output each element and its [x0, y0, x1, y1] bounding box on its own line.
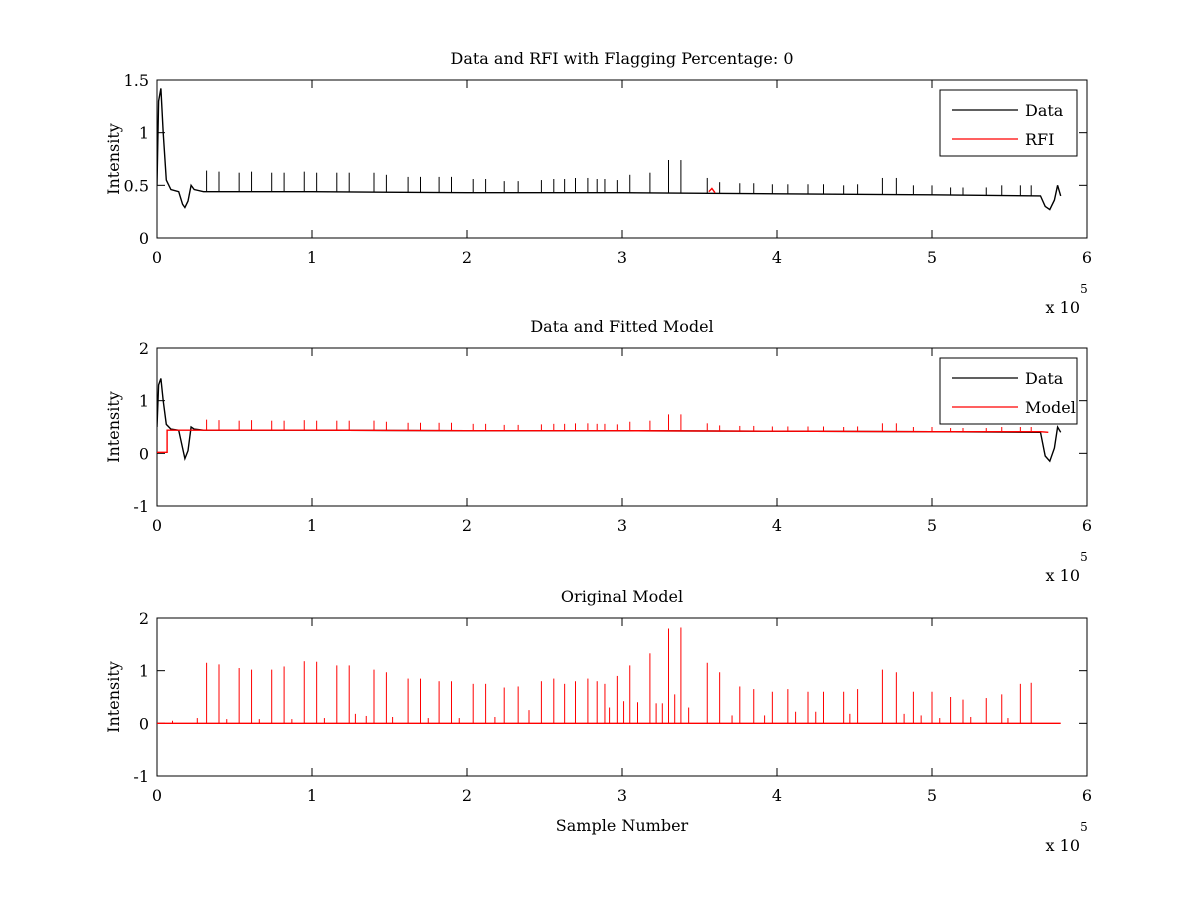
x-tick-label: 5 — [927, 248, 937, 267]
legend: Data RFI — [939, 89, 1078, 157]
y-tick-label: 1 — [139, 662, 149, 681]
x-tick-label: 6 — [1082, 516, 1092, 535]
x-multiplier: x 10 — [1046, 298, 1080, 317]
plot-area — [157, 88, 1062, 211]
x-multiplier: x 10 — [1046, 836, 1080, 855]
legend-label: Model — [1025, 398, 1076, 417]
chart-title: Data and RFI with Flagging Percentage: 0 — [450, 49, 793, 68]
x-tick-label: 1 — [307, 786, 317, 805]
legend-label: Data — [1025, 101, 1064, 120]
subplot-1: Data and RFI with Flagging Percentage: 0… — [104, 49, 1092, 317]
x-tick-label: 3 — [617, 516, 627, 535]
chart-title: Data and Fitted Model — [530, 317, 713, 336]
y-tick-label: 1 — [139, 392, 149, 411]
y-tick-label: 0 — [139, 444, 149, 463]
rfi-line — [708, 187, 716, 194]
y-tick-label: -1 — [133, 497, 149, 516]
x-tick-label: 6 — [1082, 248, 1092, 267]
x-multiplier-exponent: 5 — [1080, 282, 1088, 296]
axes-box — [156, 79, 1088, 239]
y-tick-label: 2 — [139, 339, 149, 358]
x-tick-label: 3 — [617, 786, 627, 805]
x-tick-label: 5 — [927, 786, 937, 805]
plot-area — [157, 627, 1061, 724]
y-axis-label: Intensity — [104, 123, 123, 195]
x-tick-label: 4 — [772, 248, 782, 267]
x-tick-label: 2 — [462, 786, 472, 805]
x-tick-label: 0 — [152, 248, 162, 267]
legend-box — [939, 357, 1078, 425]
x-multiplier: x 10 — [1046, 566, 1080, 585]
x-tick-label: 2 — [462, 516, 472, 535]
y-axis-label: Intensity — [104, 391, 123, 463]
x-tick-label: 1 — [307, 248, 317, 267]
y-tick-label: 0 — [139, 229, 149, 248]
y-tick-label: 0.5 — [124, 176, 149, 195]
chart-title: Original Model — [561, 587, 683, 606]
x-tick-label: 1 — [307, 516, 317, 535]
legend-box — [939, 89, 1078, 157]
x-tick-label: 5 — [927, 516, 937, 535]
legend-label: Data — [1025, 369, 1064, 388]
x-tick-label: 4 — [772, 516, 782, 535]
x-tick-label: 0 — [152, 516, 162, 535]
x-multiplier-exponent: 5 — [1080, 820, 1088, 834]
legend: Data Model — [939, 357, 1078, 425]
axes-box — [156, 617, 1088, 777]
subplots: Data and RFI with Flagging Percentage: 0… — [104, 49, 1092, 855]
x-axis-label: Sample Number — [556, 816, 689, 835]
x-tick-label: 3 — [617, 248, 627, 267]
data-line — [157, 88, 1062, 211]
x-multiplier-exponent: 5 — [1080, 550, 1088, 564]
y-tick-label: 1 — [139, 124, 149, 143]
x-tick-label: 0 — [152, 786, 162, 805]
y-axis-label: Intensity — [104, 661, 123, 733]
plot-area — [157, 378, 1062, 463]
y-tick-label: -1 — [133, 767, 149, 786]
x-tick-label: 4 — [772, 786, 782, 805]
x-tick-label: 2 — [462, 248, 472, 267]
x-tick-label: 6 — [1082, 786, 1092, 805]
y-tick-label: 0 — [139, 714, 149, 733]
y-tick-label: 2 — [139, 609, 149, 628]
y-tick-label: 1.5 — [124, 71, 149, 90]
legend-label: RFI — [1025, 130, 1054, 149]
